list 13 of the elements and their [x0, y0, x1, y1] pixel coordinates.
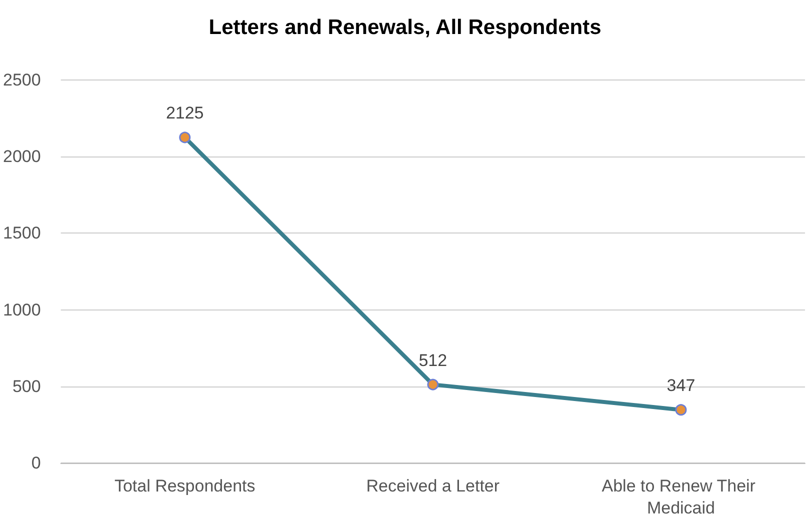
y-tick-label: 500 [12, 376, 41, 396]
x-tick-label: Able to Renew Their Medicaid [602, 476, 760, 518]
y-tick-label: 2500 [2, 70, 41, 90]
data-label: 347 [666, 376, 696, 396]
y-tick-label: 1500 [2, 224, 41, 243]
y-tick-label: 2000 [2, 147, 41, 166]
y-tick-label: 1000 [2, 300, 41, 320]
x-tick-label: Total Respondents [114, 476, 256, 496]
y-tick-label: 0 [31, 454, 41, 472]
chart-title: Letters and Renewals, All Respondents [208, 16, 602, 39]
x-tick-label: Received a Letter [366, 476, 500, 496]
data-label: 2125 [166, 104, 204, 123]
data-label: 512 [418, 350, 448, 370]
